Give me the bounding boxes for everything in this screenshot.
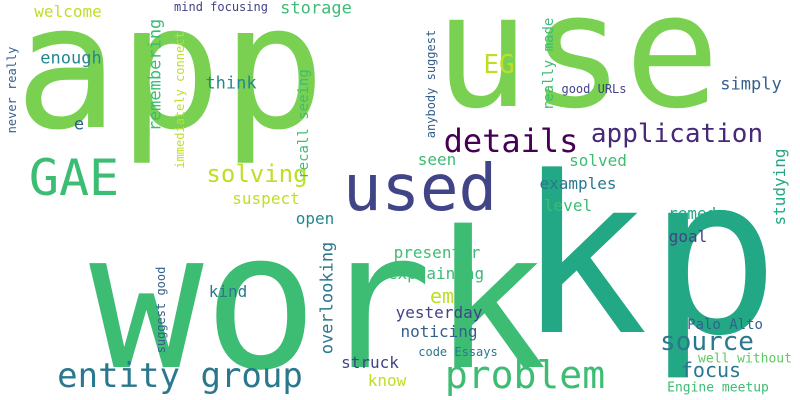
word-suggest-good: suggest good: [154, 266, 168, 354]
word-open: open: [295, 209, 335, 228]
word-gae: GAE: [28, 149, 120, 207]
word-source: source: [660, 327, 754, 357]
word-solved: solved: [569, 151, 627, 170]
word-simply: simply: [720, 74, 782, 95]
word-good-urls: good URLs: [561, 82, 627, 96]
word-goal: goal: [668, 227, 708, 246]
word-explaining: explaining: [387, 264, 485, 283]
word-eg: EG: [483, 50, 515, 80]
word-never-really: never really: [5, 46, 19, 134]
word-studying: studying: [770, 148, 789, 226]
word-well-without: well without: [698, 351, 792, 367]
word-struck: struck: [341, 353, 399, 372]
word-really-made: really made: [541, 17, 557, 111]
word-engine-meetup: Engine meetup: [667, 380, 769, 396]
word-recall-seeing: recall seeing: [296, 69, 312, 179]
word-remembering: remembering: [145, 18, 166, 132]
word-work: work: [89, 191, 547, 400]
word-noticing: noticing: [400, 322, 478, 341]
word-remedy: remedy: [668, 204, 726, 223]
word-palo-alto: Palo Alto: [687, 317, 763, 333]
word-details: details: [443, 122, 579, 160]
word-level: level: [543, 196, 593, 215]
word-know: know: [367, 371, 407, 390]
word-code-essays: code Essays: [418, 345, 498, 359]
word-storage: storage: [280, 0, 352, 19]
word-seen: seen: [417, 150, 457, 169]
word-used: used: [342, 152, 498, 226]
word-presenter: presenter: [393, 243, 481, 262]
word-kp: kp: [516, 131, 780, 384]
word-examples: examples: [539, 174, 617, 193]
word-solving: solving: [206, 160, 308, 188]
word-problem: problem: [444, 353, 606, 397]
word-e: e: [73, 114, 85, 135]
word-anybody-suggest: anybody suggest: [424, 29, 438, 139]
word-suspect: suspect: [232, 189, 300, 208]
word-focus: focus: [680, 358, 742, 382]
word-think: think: [205, 73, 257, 94]
word-kind: kind: [208, 282, 248, 301]
word-enough: enough: [40, 48, 102, 69]
word-app: app: [14, 0, 326, 168]
word-welcome: welcome: [34, 2, 102, 21]
word-application: application: [590, 119, 764, 149]
word-entity-group: entity group: [57, 356, 303, 396]
word-em: em: [429, 284, 455, 308]
word-overlooking: overlooking: [317, 241, 338, 355]
word-use: use: [434, 0, 720, 144]
word-immediately-connect: immediately connect: [173, 31, 187, 169]
word-mind-focusing: mind focusing: [174, 0, 268, 14]
word-yesterday: yesterday: [395, 303, 483, 322]
